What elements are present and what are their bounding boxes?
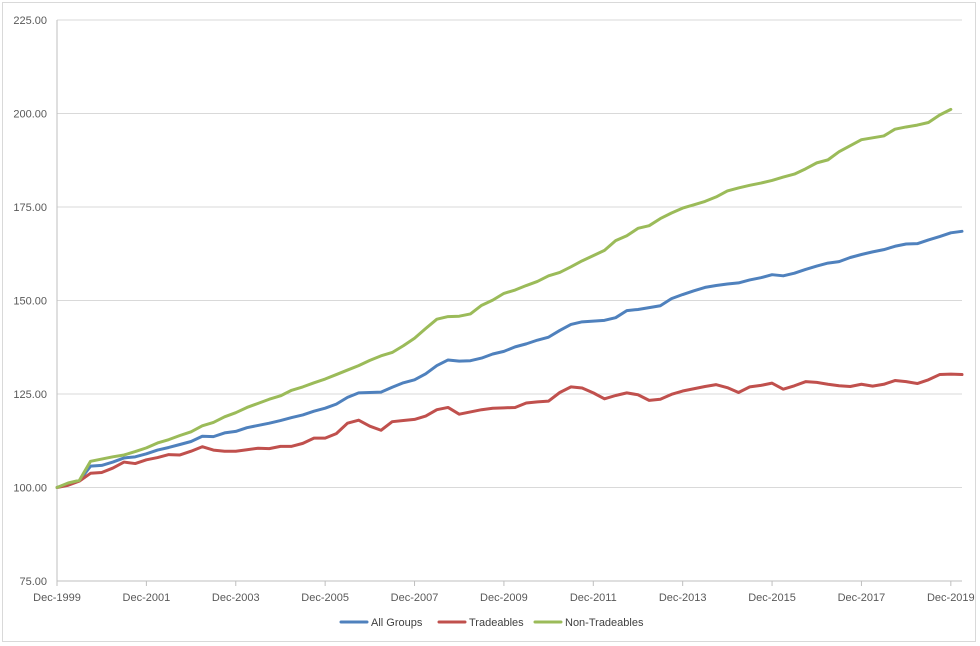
y-tick-label: 200.00 [13, 109, 47, 121]
legend-label: Non-Tradeables [565, 617, 644, 629]
y-tick-label: 75.00 [19, 576, 47, 588]
x-tick-label: Dec-2007 [391, 592, 439, 604]
x-tick-label: Dec-2001 [123, 592, 171, 604]
x-tick-label: Dec-2015 [748, 592, 796, 604]
legend-item-tradeables: Tradeables [437, 617, 524, 629]
x-tick-label: Dec-2009 [480, 592, 528, 604]
legend-label: Tradeables [469, 617, 524, 629]
series-lines [55, 107, 964, 489]
x-axis-tick-labels: Dec-1999 Dec-2001 Dec-2003 Dec-2005 Dec-2007… [33, 592, 975, 604]
x-tick-label: Dec-2011 [570, 592, 617, 604]
legend-item-all-groups: All Groups [339, 617, 423, 629]
x-tick-label: Dec-2019 [927, 592, 975, 604]
y-tick-label: 225.00 [13, 15, 47, 27]
y-tick-label: 125.00 [13, 389, 47, 401]
x-tick-label: Dec-2017 [838, 592, 886, 604]
legend-item-non-tradeables: Non-Tradeables [533, 617, 644, 629]
series-line-all-groups [55, 229, 964, 489]
y-axis-tick-labels: 75.00 100.00 125.00 150.00 175.00 200.00 225.0… [13, 15, 47, 588]
axes [56, 20, 962, 586]
y-tick-label: 100.00 [13, 483, 47, 495]
series-line-non-tradeables [55, 107, 953, 489]
legend-label: All Groups [371, 617, 423, 629]
x-tick-label: Dec-2013 [659, 592, 707, 604]
y-tick-label: 175.00 [13, 202, 47, 214]
x-tick-label: Dec-1999 [33, 592, 81, 604]
legend: All Groups Tradeables Non-Tradeables [339, 617, 644, 629]
x-tick-label: Dec-2005 [301, 592, 349, 604]
gridlines [57, 19, 962, 488]
y-tick-label: 150.00 [13, 296, 47, 308]
series-line-tradeables [55, 372, 964, 489]
x-tick-label: Dec-2003 [212, 592, 260, 604]
